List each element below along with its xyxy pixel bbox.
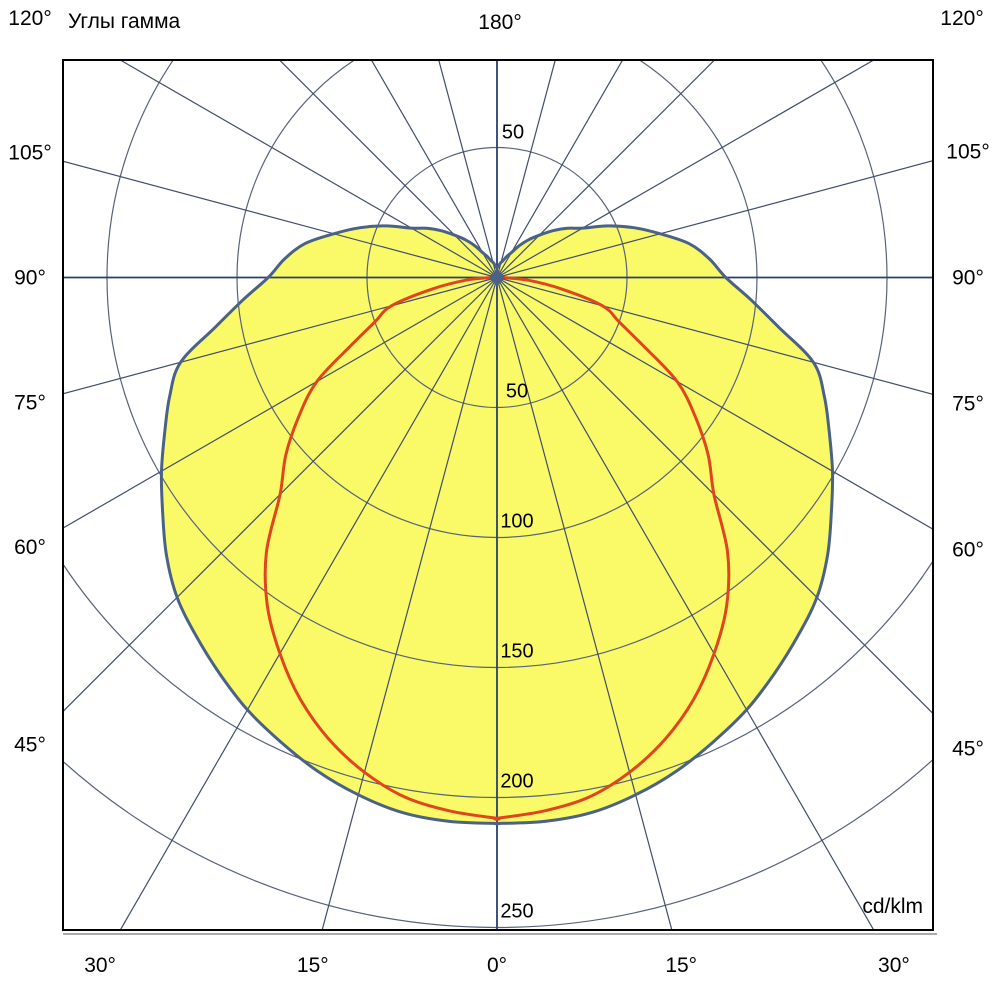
gamma-ray-30 bbox=[496, 277, 875, 930]
gamma-ray-15 bbox=[496, 277, 673, 930]
radial-tick-label-top: 50 bbox=[502, 122, 524, 144]
gamma-ray-135 bbox=[496, 60, 716, 278]
angle-label-180: 180° bbox=[478, 11, 521, 34]
gamma-ray-45 bbox=[63, 277, 498, 713]
gamma-ray-60 bbox=[63, 276, 498, 529]
gamma-ray-120 bbox=[496, 60, 875, 279]
radial-tick-label: 200 bbox=[500, 771, 533, 793]
angle-label-bottom-l30: 30° bbox=[84, 954, 116, 977]
angle-label-120-left: 120° bbox=[8, 7, 51, 30]
angle-label-right-90: 90° bbox=[952, 267, 984, 290]
angle-label-bottom-r15: 15° bbox=[665, 954, 697, 977]
gamma-ray-15 bbox=[321, 277, 498, 930]
angle-label-left-60: 60° bbox=[14, 536, 46, 559]
angle-label-right-45: 45° bbox=[952, 738, 984, 761]
angle-label-left-105: 105° bbox=[8, 141, 51, 164]
gamma-ray-60 bbox=[496, 276, 933, 530]
gamma-ray-105 bbox=[63, 160, 498, 279]
gamma-ray-120 bbox=[119, 60, 498, 279]
gamma-ray-45 bbox=[496, 277, 933, 715]
angle-label-right-60: 60° bbox=[952, 538, 984, 561]
angle-label-right-105: 105° bbox=[946, 140, 989, 163]
gamma-ray-75 bbox=[63, 276, 498, 395]
gamma-ray-150 bbox=[496, 60, 624, 278]
chart-frame bbox=[62, 59, 934, 931]
angle-label-left-90: 90° bbox=[14, 267, 46, 290]
angle-label-left-75: 75° bbox=[14, 392, 46, 415]
radial-tick-label: 100 bbox=[500, 511, 533, 533]
radial-tick-label: 150 bbox=[500, 641, 533, 663]
angle-label-bottom-r30: 30° bbox=[878, 954, 910, 977]
angle-label-right-75: 75° bbox=[952, 393, 984, 416]
angle-label-bottom-l15: 15° bbox=[297, 954, 329, 977]
gamma-ray-75 bbox=[496, 276, 933, 395]
radial-tick-label: 250 bbox=[500, 901, 533, 923]
angle-label-left-45: 45° bbox=[14, 734, 46, 757]
angle-label-bottom-c0: 0° bbox=[487, 954, 507, 977]
gamma-ray-105 bbox=[496, 160, 933, 279]
main-intensity-curve bbox=[159, 224, 835, 826]
secondary-intensity-curve bbox=[263, 276, 731, 821]
pole-marker bbox=[489, 268, 505, 287]
gamma-ray-135 bbox=[278, 60, 498, 278]
chart-title: Углы гамма bbox=[68, 10, 181, 33]
radial-tick-label: 50 bbox=[506, 381, 528, 403]
unit-label: cd/klm bbox=[862, 895, 923, 918]
gamma-ray-150 bbox=[370, 60, 498, 278]
gamma-ray-30 bbox=[119, 277, 498, 930]
angle-label-120-right: 120° bbox=[940, 7, 983, 30]
